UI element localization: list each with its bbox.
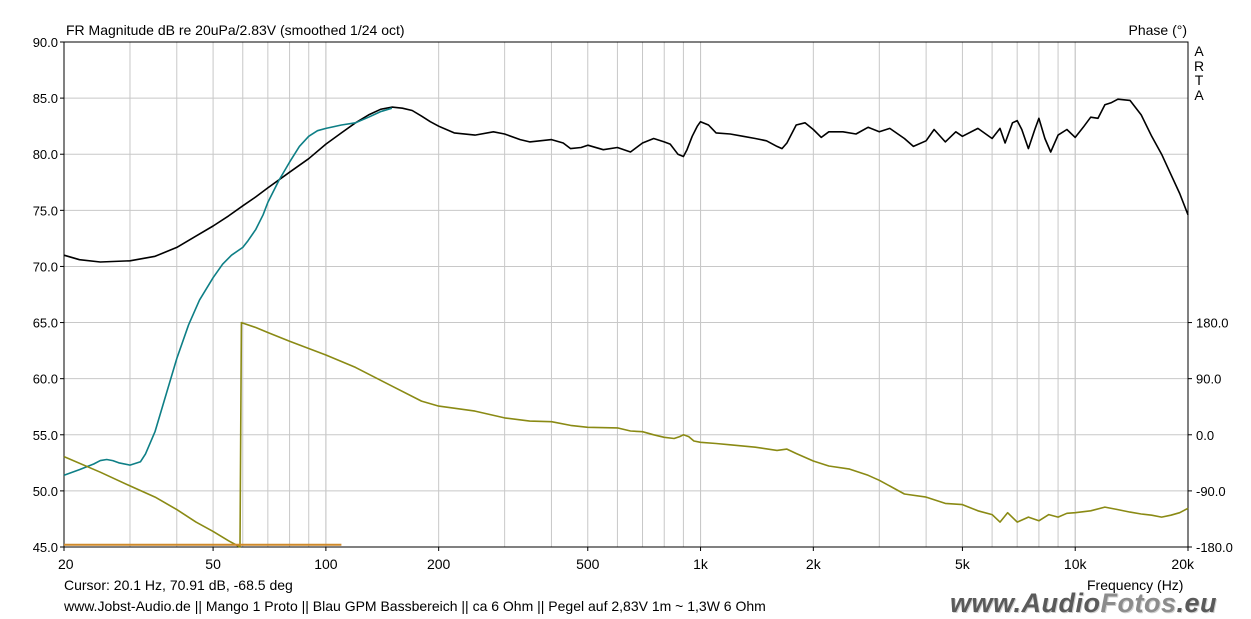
phase-axis-title: Phase (°) bbox=[1128, 22, 1187, 38]
x-tick-label: 50 bbox=[205, 556, 221, 572]
x-tick-label: 100 bbox=[314, 556, 338, 572]
chart-title: FR Magnitude dB re 20uPa/2.83V (smoothed… bbox=[66, 22, 405, 38]
series-line-1 bbox=[63, 107, 393, 476]
y-tick-label: 55.0 bbox=[33, 428, 58, 443]
y-tick-label: 65.0 bbox=[33, 316, 58, 331]
watermark-logo: www.AudioFotos.eu bbox=[950, 588, 1217, 619]
y-tick-label: 80.0 bbox=[33, 147, 58, 162]
y2-tick-label: 180.0 bbox=[1196, 316, 1229, 331]
series-line-2 bbox=[63, 321, 1189, 548]
plot-frame bbox=[63, 41, 1189, 548]
watermark-part: .eu bbox=[1176, 588, 1217, 618]
arta-label: A R T A bbox=[1193, 44, 1205, 102]
x-tick-label: 200 bbox=[427, 556, 451, 572]
arta-letter: A bbox=[1194, 86, 1204, 103]
y2-tick-label: 0.0 bbox=[1196, 428, 1214, 443]
arta-letter: T bbox=[1194, 72, 1204, 88]
y-tick-label: 75.0 bbox=[33, 203, 58, 218]
y-tick-label: 85.0 bbox=[33, 91, 58, 106]
arta-letter: A bbox=[1194, 43, 1204, 59]
series-line-0 bbox=[63, 98, 1189, 263]
y-tick-label: 60.0 bbox=[33, 372, 58, 387]
x-tick-label: 5k bbox=[955, 556, 971, 572]
x-tick-label: 500 bbox=[576, 556, 600, 572]
x-tick-label: 10k bbox=[1064, 556, 1088, 572]
y2-tick-label: -180.0 bbox=[1196, 540, 1233, 555]
y-tick-label: 50.0 bbox=[33, 484, 58, 499]
arta-letter: R bbox=[1193, 57, 1205, 74]
x-tick-label: 20 bbox=[58, 556, 74, 572]
x-tick-label: 20k bbox=[1171, 556, 1195, 572]
x-axis-label: Frequency (Hz) bbox=[1087, 577, 1184, 593]
watermark-part: Fotos bbox=[1100, 588, 1177, 618]
y2-tick-label: -90.0 bbox=[1196, 484, 1226, 499]
measurement-notes: www.Jobst-Audio.de || Mango 1 Proto || B… bbox=[64, 598, 766, 614]
y-tick-label: 45.0 bbox=[33, 540, 58, 555]
x-tick-label: 1k bbox=[693, 556, 709, 572]
watermark-part: www.Audio bbox=[950, 588, 1101, 618]
y2-tick-label: 90.0 bbox=[1196, 372, 1221, 387]
cursor-readout: Cursor: 20.1 Hz, 70.91 dB, -68.5 deg bbox=[64, 577, 293, 593]
x-tick-label: 2k bbox=[806, 556, 822, 572]
y-tick-label: 70.0 bbox=[33, 259, 58, 274]
y-tick-label: 90.0 bbox=[33, 35, 58, 50]
